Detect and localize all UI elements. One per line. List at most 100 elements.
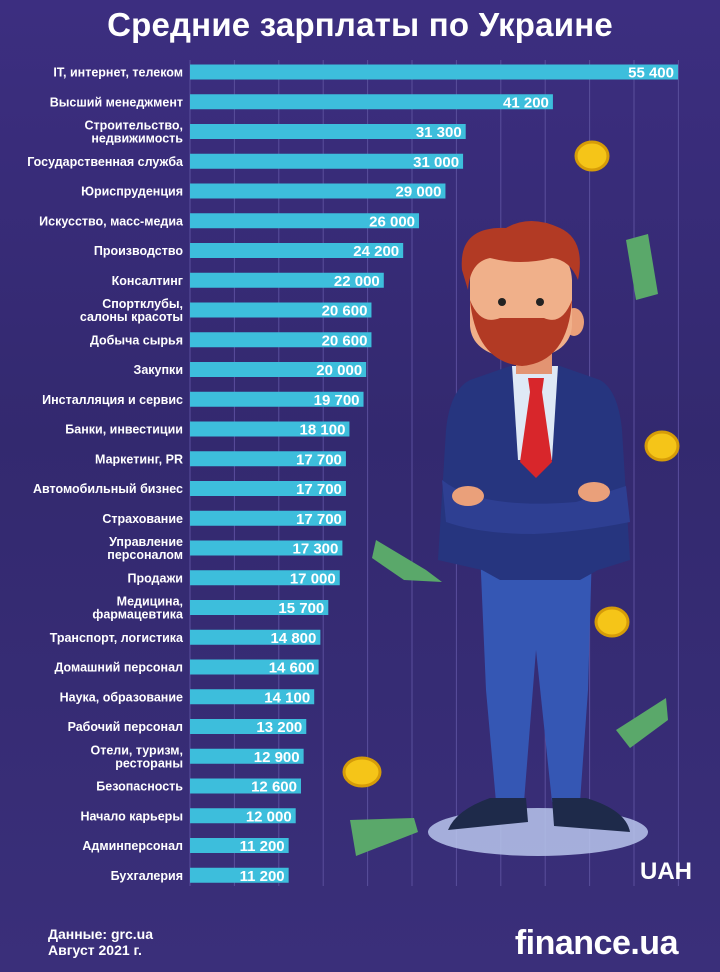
category-label: Юриспруденция <box>81 185 183 199</box>
beard-icon <box>470 300 572 366</box>
category-label: Безопасность <box>96 780 183 794</box>
bar-value-label: 20 600 <box>322 303 368 320</box>
bar <box>190 64 678 80</box>
bar <box>190 421 350 437</box>
category-label: Начало карьеры <box>80 809 183 823</box>
bar <box>190 213 420 229</box>
bar-value-label: 19 700 <box>314 392 360 409</box>
bar-value-label: 41 200 <box>503 94 549 111</box>
coin-icon <box>594 606 630 638</box>
bar-value-label: 12 900 <box>254 749 300 766</box>
category-label: Консалтинг <box>112 274 183 288</box>
bar <box>190 451 346 467</box>
bar-value-label: 17 700 <box>296 511 342 528</box>
hand-right-icon <box>578 482 610 502</box>
category-label: салоны красоты <box>80 310 183 324</box>
category-label: Добыча сырья <box>90 333 183 347</box>
bar-value-label: 12 000 <box>246 808 292 825</box>
bar-value-label: 13 200 <box>256 719 302 736</box>
coin-icon <box>574 140 610 172</box>
category-label: Продажи <box>127 571 183 585</box>
category-label: IT, интернет, телеком <box>53 66 183 80</box>
category-label: Автомобильный бизнес <box>33 482 183 496</box>
bar-value-label: 18 100 <box>300 422 346 439</box>
bar-value-label: 31 000 <box>413 154 459 171</box>
category-label: персоналом <box>107 548 183 562</box>
coin-icon <box>644 430 680 462</box>
currency-unit-label: UAH <box>640 858 692 885</box>
bar-value-label: 29 000 <box>396 184 442 201</box>
shoe-left-icon <box>448 798 528 830</box>
bar <box>190 302 372 318</box>
category-label: фармацевтика <box>92 608 184 622</box>
eye-right-icon <box>536 298 544 306</box>
banknote-icon <box>372 540 442 582</box>
category-label: Высший менеджмент <box>50 95 183 109</box>
bar <box>190 719 307 734</box>
bar <box>190 362 367 377</box>
data-source-note: Данные: grc.ua Август 2021 г. <box>48 926 153 958</box>
bar <box>190 540 343 556</box>
eye-left-icon <box>498 298 506 306</box>
bar <box>190 272 384 288</box>
bar <box>190 600 329 615</box>
category-label: Государственная служба <box>27 155 184 169</box>
banknote-icon <box>350 818 418 856</box>
bar <box>190 332 372 348</box>
shoe-right-icon <box>552 798 630 832</box>
bar <box>190 391 364 407</box>
category-label: недвижимость <box>91 132 183 146</box>
bar-value-label: 14 600 <box>269 660 315 677</box>
category-label: Маркетинг, PR <box>95 452 183 466</box>
trousers-icon <box>480 550 592 802</box>
banknote-icon <box>616 698 668 748</box>
category-label: Домашний персонал <box>54 661 183 675</box>
category-label: Рабочий персонал <box>68 720 183 734</box>
bar <box>190 124 466 139</box>
arms-icon <box>442 480 630 534</box>
bar <box>190 867 289 883</box>
bar-value-label: 17 700 <box>296 481 342 498</box>
category-label: Управление <box>109 535 183 549</box>
bar-value-label: 24 200 <box>353 243 399 260</box>
category-label: Бухгалерия <box>111 869 183 883</box>
tie-icon <box>520 378 552 478</box>
bar-value-label: 55 400 <box>628 65 674 82</box>
businessman-illustration <box>342 140 680 856</box>
category-label: Наука, образование <box>60 690 183 704</box>
category-label: Банки, инвестиции <box>65 423 183 437</box>
bar-value-label: 14 100 <box>264 689 310 706</box>
bar <box>190 808 296 824</box>
hair-icon <box>461 221 580 290</box>
bar <box>190 481 346 496</box>
bar-value-label: 20 000 <box>316 362 362 379</box>
bar <box>190 689 315 705</box>
bar <box>190 629 321 645</box>
bar-value-label: 20 600 <box>322 332 368 349</box>
bar-value-label: 14 800 <box>270 630 316 647</box>
finance-ua-logo: finance.ua <box>514 924 679 962</box>
coin-icon <box>342 756 382 788</box>
bar <box>190 570 340 586</box>
bar-value-label: 11 200 <box>240 868 285 885</box>
bar <box>190 838 289 853</box>
category-label: Искусство, масс-медиа <box>39 214 184 228</box>
bar <box>190 748 304 764</box>
bar-value-label: 17 300 <box>292 541 338 558</box>
chart-title: Средние зарплаты по Украине <box>107 6 613 43</box>
bar <box>190 510 346 526</box>
bar <box>190 94 553 110</box>
bar-value-label: 11 200 <box>240 838 285 855</box>
category-label: Админперсонал <box>82 839 183 853</box>
category-label: Закупки <box>134 363 183 377</box>
category-label: Инсталляция и сервис <box>42 393 183 407</box>
bar <box>190 659 319 675</box>
source-line: Данные: grc.ua <box>48 926 153 942</box>
category-label: Отели, туризм, <box>90 743 183 757</box>
category-label: Медицина, <box>117 595 183 609</box>
category-label: Транспорт, логистика <box>50 631 184 645</box>
bar-value-label: 17 700 <box>296 451 342 468</box>
category-label: Строительство, <box>84 119 183 133</box>
category-label: Страхование <box>102 512 183 526</box>
category-label: Производство <box>94 244 184 258</box>
